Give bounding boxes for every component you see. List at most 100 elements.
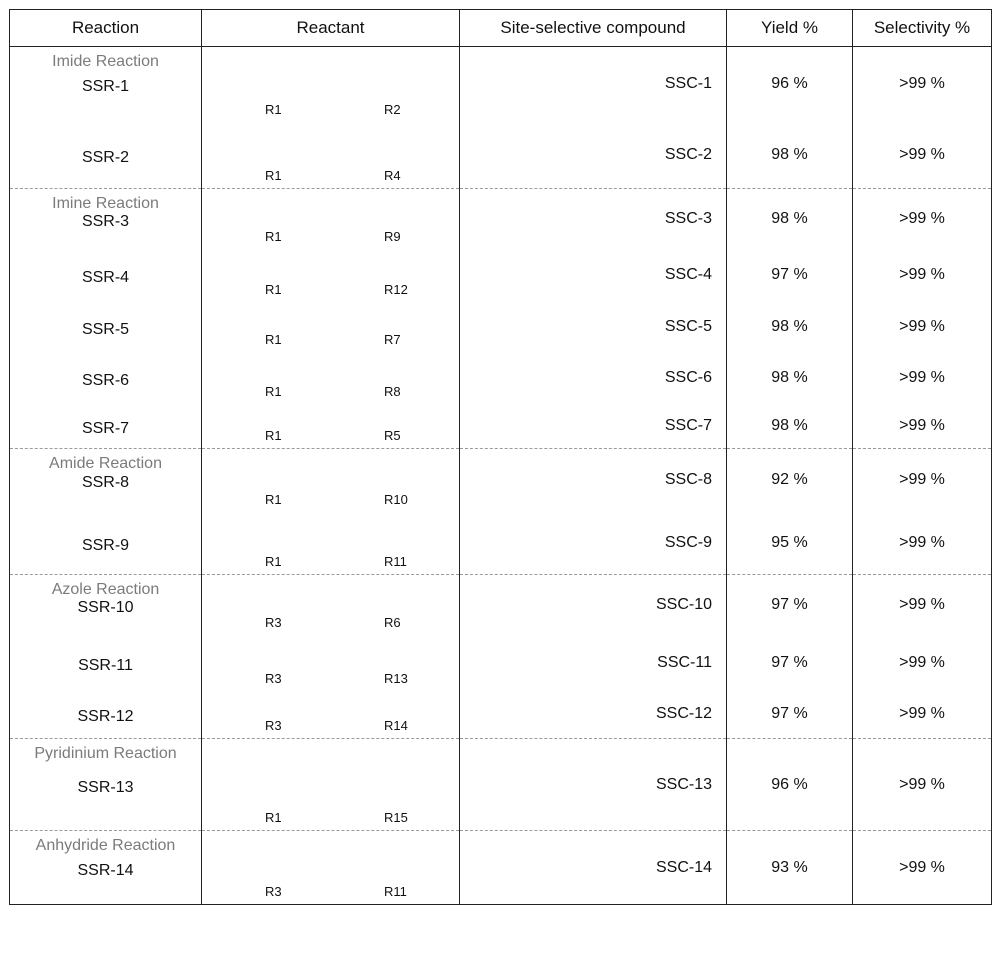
reactant-2-label: R13 bbox=[384, 670, 408, 686]
support-bead-icon bbox=[204, 524, 248, 550]
aromatic-inner-ring bbox=[516, 69, 534, 88]
yield-value: 98 % bbox=[726, 351, 853, 404]
aromatic-inner-ring bbox=[599, 311, 617, 330]
table-row: Imide Reaction SSR-1 NH2 O O O O R1 R2 N O O SSC-1 96… bbox=[9, 46, 992, 122]
benzene-ring bbox=[513, 848, 537, 876]
aromatic-inner-ring bbox=[258, 465, 276, 484]
selectivity-value: >99 % bbox=[852, 634, 992, 691]
reaction-cell: Imine Reaction SSR-3 bbox=[9, 188, 202, 249]
aromatic-inner-ring bbox=[258, 647, 276, 666]
table-row: Imine Reaction SSR-3 NH2 S O O R1 R9 N O O SSC-3 98 … bbox=[9, 188, 992, 249]
bond bbox=[594, 701, 608, 710]
aromatic-inner-ring bbox=[516, 769, 534, 789]
aromatic-inner-ring bbox=[573, 259, 591, 279]
support-bead-icon bbox=[204, 643, 248, 670]
atom-label: O bbox=[608, 136, 617, 148]
reactant-cell: NH2 O O O O R1 R2 bbox=[201, 46, 460, 122]
selectivity-value: >99 % bbox=[852, 511, 992, 575]
product-id: SSC-2 bbox=[664, 145, 712, 163]
aromatic-inner-ring bbox=[573, 465, 591, 484]
reaction-cell: SSR-7 bbox=[9, 403, 202, 449]
atom-label: O bbox=[608, 586, 617, 598]
aromatic-inner-ring bbox=[258, 69, 276, 88]
aromatic-inner-ring bbox=[573, 203, 591, 223]
bond bbox=[403, 867, 415, 875]
support-bead-icon bbox=[204, 358, 248, 385]
bond bbox=[369, 586, 381, 594]
bond bbox=[594, 855, 608, 863]
benzene-ring bbox=[381, 136, 403, 162]
bond bbox=[594, 467, 608, 476]
atom-label: O bbox=[362, 578, 371, 590]
atom-label: O bbox=[626, 216, 635, 228]
selectivity-value: >99 % bbox=[852, 46, 992, 122]
product-id: SSC-10 bbox=[655, 595, 712, 613]
benzene-ring bbox=[513, 460, 537, 489]
benzene-ring bbox=[255, 642, 279, 671]
benzene-ring bbox=[255, 64, 279, 93]
benzene-ring bbox=[570, 357, 594, 386]
atom-label: O bbox=[626, 405, 635, 417]
support-bead-icon bbox=[462, 256, 506, 282]
atom-label: O bbox=[626, 642, 635, 654]
atom-label: N bbox=[549, 704, 557, 716]
atom-label: O bbox=[626, 198, 635, 210]
benzene-ring bbox=[570, 199, 594, 227]
atom-label: NH2 bbox=[292, 144, 313, 158]
aromatic-inner-ring bbox=[374, 770, 390, 788]
aromatic-inner-ring bbox=[374, 528, 390, 546]
atom-label: N bbox=[549, 144, 557, 156]
table-row: SSR-5 NH2 O O O O R1 R7 N O O SSC-5 98 % >99 % bbox=[9, 301, 992, 352]
reaction-cell: SSR-2 bbox=[9, 121, 202, 189]
atom-label: O bbox=[626, 64, 635, 76]
reactant-cell: O OH O O R3 R6 bbox=[201, 574, 460, 635]
support-bead-icon bbox=[204, 256, 248, 282]
benzene-ring bbox=[570, 642, 594, 671]
product-id: SSC-12 bbox=[655, 705, 712, 723]
aromatic-inner-ring bbox=[258, 410, 276, 430]
reactant-2-label: R11 bbox=[384, 554, 407, 569]
header-reaction: Reaction bbox=[9, 9, 202, 47]
atom-label: O bbox=[420, 62, 429, 74]
benzene-ring bbox=[513, 642, 537, 671]
table-row: SSR-9 NH2 O O O O R1 R11 N O O SSC-9 95 % >99 % bbox=[9, 511, 992, 575]
aromatic-inner-ring bbox=[516, 699, 534, 718]
aromatic-inner-ring bbox=[516, 410, 534, 430]
reaction-cell: Pyridinium Reaction SSR-13 bbox=[9, 738, 202, 831]
support-bead-icon bbox=[462, 307, 506, 334]
aromatic-inner-ring bbox=[396, 528, 412, 546]
benzene-ring bbox=[393, 766, 415, 792]
reactant-2-label: R5 bbox=[384, 428, 401, 443]
aromatic-inner-ring bbox=[396, 770, 412, 788]
aromatic-inner-ring bbox=[396, 311, 412, 330]
benzene-ring bbox=[513, 199, 537, 227]
atom-label: S bbox=[388, 190, 395, 202]
atom-label: O bbox=[626, 324, 635, 336]
reactant-2-label: R8 bbox=[384, 383, 401, 399]
atom-label: O bbox=[420, 784, 429, 796]
bond bbox=[289, 592, 297, 600]
reactant-2-label: R14 bbox=[384, 718, 408, 733]
reaction-id: SSR-7 bbox=[81, 419, 130, 437]
aromatic-inner-ring bbox=[384, 362, 400, 381]
atom-label: O bbox=[293, 582, 302, 594]
bond bbox=[289, 702, 297, 709]
aromatic-inner-ring bbox=[573, 410, 591, 430]
aromatic-inner-ring bbox=[599, 647, 617, 666]
table-row: SSR-2 NH2 O O R1 R4 N O SSC-2 98 % >99 % bbox=[9, 121, 992, 189]
atom-label: O bbox=[608, 359, 617, 371]
atom-label: O bbox=[420, 520, 429, 532]
aromatic-inner-ring bbox=[258, 852, 276, 872]
support-bead-icon bbox=[204, 695, 248, 722]
benzene-ring bbox=[255, 199, 279, 227]
product-cell: N O O SSC-11 bbox=[459, 634, 727, 691]
benzene-ring bbox=[513, 585, 537, 613]
support-bead-icon bbox=[462, 358, 506, 385]
benzene-ring bbox=[570, 64, 594, 93]
support-bead-icon bbox=[204, 200, 248, 226]
aromatic-inner-ring bbox=[516, 589, 534, 609]
atom-label: S bbox=[388, 397, 395, 409]
reactant-2-label: R9 bbox=[384, 228, 401, 244]
reaction-category: Pyridinium Reaction bbox=[34, 745, 177, 762]
reactant-1-label: R1 bbox=[265, 281, 282, 297]
